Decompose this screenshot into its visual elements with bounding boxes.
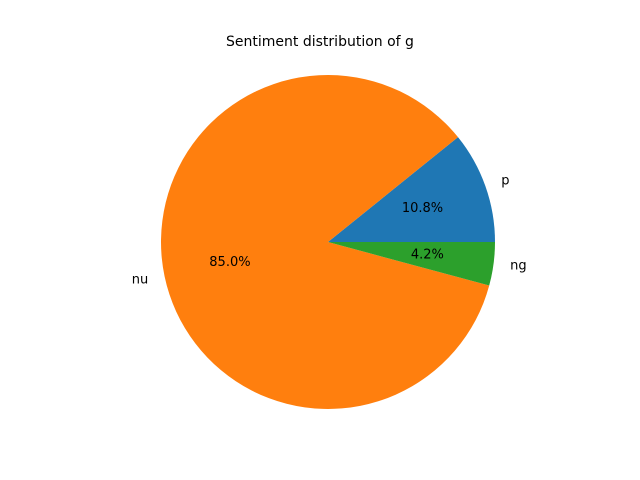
pie-slice-p: [328, 137, 495, 242]
pie-slice-ng: [328, 242, 496, 286]
slice-pct-p: 10.8%: [402, 201, 443, 216]
chart-title: Sentiment distribution of g: [226, 34, 414, 50]
slice-pct-nu: 85.0%: [209, 255, 250, 270]
slice-label-nu: nu: [132, 272, 148, 287]
slice-label-p: p: [501, 173, 509, 188]
pie-slice-nu: [160, 75, 490, 410]
slice-pct-ng: 4.2%: [411, 248, 444, 263]
slice-label-ng: ng: [510, 259, 527, 274]
